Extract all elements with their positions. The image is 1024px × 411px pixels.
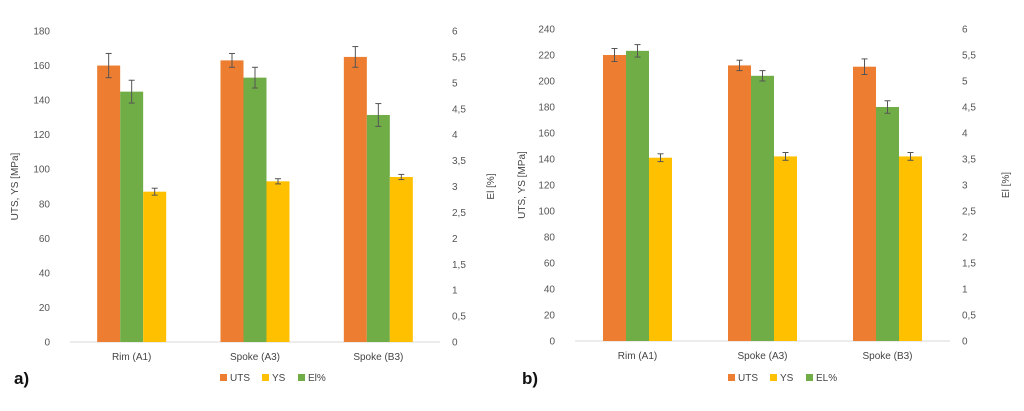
legend-swatch (298, 374, 305, 381)
legend-label: UTS (230, 373, 250, 384)
bar-el-pct (366, 114, 390, 342)
right-y-tick-label: 5 (452, 78, 458, 89)
left-y-tick-label: 20 (39, 303, 51, 314)
bar-uts (220, 60, 244, 342)
left-y-tick-label: 220 (538, 51, 555, 62)
right-y-tick-label: 4 (962, 129, 968, 140)
left-y-tick-label: 140 (538, 155, 555, 166)
left-y-tick-label: 180 (33, 27, 50, 38)
right-y-tick-label: 5,5 (452, 52, 466, 63)
left-y-tick-label: 120 (33, 130, 50, 141)
panel-label: b) (522, 369, 538, 388)
right-y-axis-title: El [%] (1001, 172, 1012, 198)
right-y-tick-label: 6 (962, 25, 968, 36)
legend-swatch (262, 374, 269, 381)
right-y-tick-label: 5,5 (962, 51, 976, 62)
left-y-axis-title: UTS, YS [MPa] (517, 151, 528, 219)
left-y-tick-label: 60 (39, 234, 51, 245)
right-y-axis-title: El [%] (486, 173, 497, 199)
left-y-tick-label: 20 (544, 311, 556, 322)
left-y-axis-title: UTS, YS [MPa] (10, 152, 21, 220)
left-y-tick-label: 180 (538, 103, 555, 114)
left-y-tick-label: 140 (33, 96, 50, 107)
right-y-tick-label: 0,5 (962, 311, 976, 322)
right-y-tick-label: 0 (452, 338, 458, 349)
right-y-tick-label: 2,5 (962, 207, 976, 218)
panel-label: a) (14, 369, 29, 388)
legend-label: UTS (738, 373, 758, 384)
right-y-tick-label: 2 (452, 234, 458, 245)
x-category-label: Rim (A1) (618, 351, 657, 362)
left-y-tick-label: 40 (544, 285, 556, 296)
bar-uts (853, 66, 876, 341)
bar-uts (603, 55, 626, 341)
left-y-tick-label: 0 (549, 337, 555, 348)
legend-label: EL% (816, 373, 837, 384)
legend-swatch (728, 374, 735, 381)
left-y-tick-label: 0 (44, 338, 50, 349)
bar-el-pct (626, 50, 649, 342)
legend-swatch (770, 374, 777, 381)
x-category-label: Spoke (A3) (737, 351, 787, 362)
bar-ys (266, 181, 290, 342)
bar-el-pct (751, 75, 774, 342)
right-y-tick-label: 4,5 (962, 103, 976, 114)
legend-label: YS (780, 373, 794, 384)
bar-ys (143, 191, 167, 342)
legend-swatch (806, 374, 813, 381)
legend-label: YS (272, 373, 286, 384)
bar-uts (343, 56, 367, 343)
left-y-tick-label: 80 (544, 233, 556, 244)
left-y-tick-label: 100 (33, 165, 50, 176)
bar-ys (649, 157, 672, 341)
right-y-tick-label: 2,5 (452, 208, 466, 219)
left-y-tick-label: 40 (39, 268, 51, 279)
left-y-tick-label: 160 (33, 61, 50, 72)
right-y-tick-label: 1 (452, 286, 458, 297)
chart-panel-a: 0 20 40 60 80 100 120 140 160 180 0 0,5 1 1,5 2 2,5 3 3,5… (10, 27, 497, 389)
bar-el-pct (876, 107, 899, 341)
left-y-tick-label: 120 (538, 181, 555, 192)
bar-ys (389, 176, 413, 342)
legend-label: El% (308, 373, 326, 384)
x-category-label: Rim (A1) (112, 352, 151, 363)
x-category-label: Spoke (B3) (862, 351, 912, 362)
right-y-tick-label: 6 (452, 27, 458, 38)
right-y-tick-label: 3 (452, 182, 458, 193)
right-y-tick-label: 4,5 (452, 104, 466, 115)
right-y-tick-label: 1,5 (962, 259, 976, 270)
right-y-tick-label: 3,5 (962, 155, 976, 166)
left-y-tick-label: 80 (39, 199, 51, 210)
left-y-tick-label: 100 (538, 207, 555, 218)
chart-panel-b: 0 20 40 60 80 100 120 140 160 180 200 220 240 0 0,5 1 1,… (517, 25, 1012, 389)
bar-el-pct (243, 77, 267, 343)
right-y-tick-label: 1,5 (452, 260, 466, 271)
bar-el-pct (120, 91, 144, 343)
right-y-tick-label: 5 (962, 77, 968, 88)
left-y-tick-label: 200 (538, 77, 555, 88)
right-y-tick-label: 2 (962, 233, 968, 244)
left-y-tick-label: 240 (538, 25, 555, 36)
right-y-tick-label: 1 (962, 285, 968, 296)
x-category-label: Spoke (B3) (353, 352, 403, 363)
legend-swatch (220, 374, 227, 381)
left-y-tick-label: 160 (538, 129, 555, 140)
bar-ys (899, 156, 922, 341)
right-y-tick-label: 4 (452, 130, 458, 141)
bar-uts (97, 65, 121, 343)
bar-uts (728, 65, 751, 342)
left-y-tick-label: 60 (544, 259, 556, 270)
right-y-tick-label: 3,5 (452, 156, 466, 167)
right-y-tick-label: 0,5 (452, 312, 466, 323)
x-category-label: Spoke (A3) (230, 352, 280, 363)
bar-ys (774, 156, 797, 341)
right-y-tick-label: 3 (962, 181, 968, 192)
right-y-tick-label: 0 (962, 337, 968, 348)
